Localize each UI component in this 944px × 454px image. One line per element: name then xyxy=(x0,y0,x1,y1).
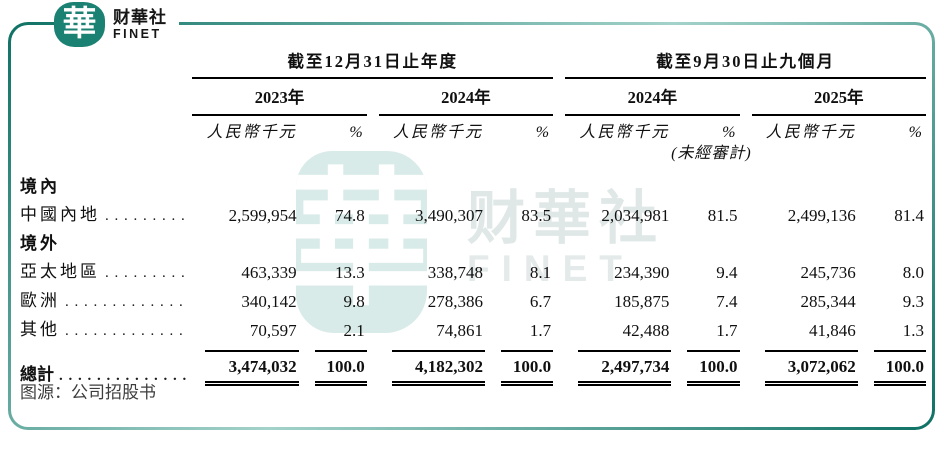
row-others: 其他 70,597 2.1 74,861 1.7 42,488 1.7 41,8… xyxy=(20,316,926,345)
row-europe: 歐洲 340,142 9.8 278,386 6.7 185,875 7.4 2… xyxy=(20,287,926,316)
col-year-2023: 2023年 xyxy=(192,78,367,116)
dot-leader xyxy=(105,205,186,226)
row-label: 中國內地 xyxy=(20,205,100,224)
total-value: 100.0 xyxy=(873,350,926,386)
cell-value: 245,736 xyxy=(800,263,856,282)
cell-value: 9.4 xyxy=(716,263,738,282)
total-value: 3,072,062 xyxy=(764,350,858,386)
cell-value: 74,861 xyxy=(436,321,483,340)
total-value: 100.0 xyxy=(314,350,367,386)
logo-name-cn: 财華社 xyxy=(113,8,167,27)
cell-value: 42,488 xyxy=(622,321,670,340)
row-label: 歐洲 xyxy=(20,291,60,310)
cell-value: 41,846 xyxy=(808,321,856,340)
col-unit-pct: % xyxy=(535,124,550,141)
cell-value: 2.1 xyxy=(343,321,365,340)
cell-value: 6.7 xyxy=(529,292,552,311)
col-unit-pct: % xyxy=(722,124,736,141)
cell-value: 2,034,981 xyxy=(601,206,670,225)
cell-value: 340,142 xyxy=(241,292,297,311)
finet-logo-icon: 華 xyxy=(54,2,105,47)
col-year-2025-9m: 2025年 xyxy=(751,78,926,116)
cell-value: 70,597 xyxy=(249,321,297,340)
col-unit-pct: % xyxy=(908,124,922,141)
row-label: 亞太地區 xyxy=(20,262,100,281)
cell-value: 81.4 xyxy=(894,206,924,225)
cell-value: 185,875 xyxy=(614,292,670,311)
cell-value: 81.5 xyxy=(707,206,738,225)
col-year-2024: 2024年 xyxy=(378,78,554,116)
total-value: 4,182,302 xyxy=(391,350,485,386)
col-group-nine-months: 截至9月30日止九個月 xyxy=(565,52,926,79)
col-group-annual: 截至12月31日止年度 xyxy=(192,52,554,79)
col-unit-rmb: 人民幣千元 xyxy=(579,124,670,141)
cell-value: 3,490,307 xyxy=(414,206,483,225)
cell-value: 338,748 xyxy=(427,263,483,282)
finet-logo-text: 财華社 FINET xyxy=(105,6,179,45)
total-label: 總計 xyxy=(20,365,54,384)
unit-header-row: 人民幣千元 % 人民幣千元 % 人民幣千元 % 人民幣千元 % xyxy=(20,115,926,143)
cell-value: 234,390 xyxy=(614,263,670,282)
cell-value: 8.0 xyxy=(902,263,924,282)
cell-value: 2,499,136 xyxy=(787,206,856,225)
dot-leader xyxy=(105,262,186,283)
row-mainland-china: 中國內地 2,599,954 74.8 3,490,307 83.5 2,034… xyxy=(20,201,926,230)
total-value: 3,474,032 xyxy=(205,350,299,386)
col-unit-rmb: 人民幣千元 xyxy=(392,124,483,141)
cell-value: 1.3 xyxy=(902,321,924,340)
logo-name-en: FINET xyxy=(113,27,162,41)
cell-value: 83.5 xyxy=(521,206,552,225)
section-label: 境外 xyxy=(20,234,60,253)
cell-value: 13.3 xyxy=(334,263,365,282)
total-value: 100.0 xyxy=(687,350,740,386)
finet-logo: 華 财華社 FINET xyxy=(54,2,179,47)
cell-value: 1.7 xyxy=(529,321,552,340)
cell-value: 2,599,954 xyxy=(228,206,297,225)
total-value: 100.0 xyxy=(500,350,554,386)
unaudited-note-row: (未經審計) xyxy=(20,143,926,173)
unaudited-note: (未經審計) xyxy=(671,145,752,162)
col-year-2024-9m: 2024年 xyxy=(565,78,740,116)
col-unit-rmb: 人民幣千元 xyxy=(206,124,297,141)
cell-value: 278,386 xyxy=(427,292,483,311)
revenue-by-region-table: 截至12月31日止年度 截至9月30日止九個月 2023年 2024年 2024… xyxy=(20,52,926,386)
dot-leader xyxy=(65,291,186,312)
cell-value: 9.3 xyxy=(902,292,924,311)
cell-value: 9.8 xyxy=(343,292,365,311)
cell-value: 74.8 xyxy=(334,206,365,225)
section-label: 境內 xyxy=(20,177,60,196)
cell-value: 1.7 xyxy=(716,321,738,340)
cell-value: 8.1 xyxy=(529,263,552,282)
row-label: 其他 xyxy=(20,320,60,339)
total-value: 2,497,734 xyxy=(578,350,672,386)
cell-value: 463,339 xyxy=(241,263,297,282)
col-unit-rmb: 人民幣千元 xyxy=(765,124,856,141)
cell-value: 7.4 xyxy=(716,292,738,311)
row-domestic-section: 境內 xyxy=(20,173,926,201)
dot-leader xyxy=(65,320,186,341)
row-overseas-section: 境外 xyxy=(20,230,926,258)
cell-value: 285,344 xyxy=(800,292,856,311)
group-header-row: 截至12月31日止年度 截至9月30日止九個月 xyxy=(20,52,926,79)
year-header-row: 2023年 2024年 2024年 2025年 xyxy=(20,78,926,116)
row-total: 總計 3,474,032 100.0 4,182,302 100.0 2,497… xyxy=(20,345,926,386)
source-note: 图源：公司招股书 xyxy=(20,383,156,402)
col-unit-pct: % xyxy=(349,124,363,141)
row-asia-pacific: 亞太地區 463,339 13.3 338,748 8.1 234,390 9.… xyxy=(20,258,926,287)
